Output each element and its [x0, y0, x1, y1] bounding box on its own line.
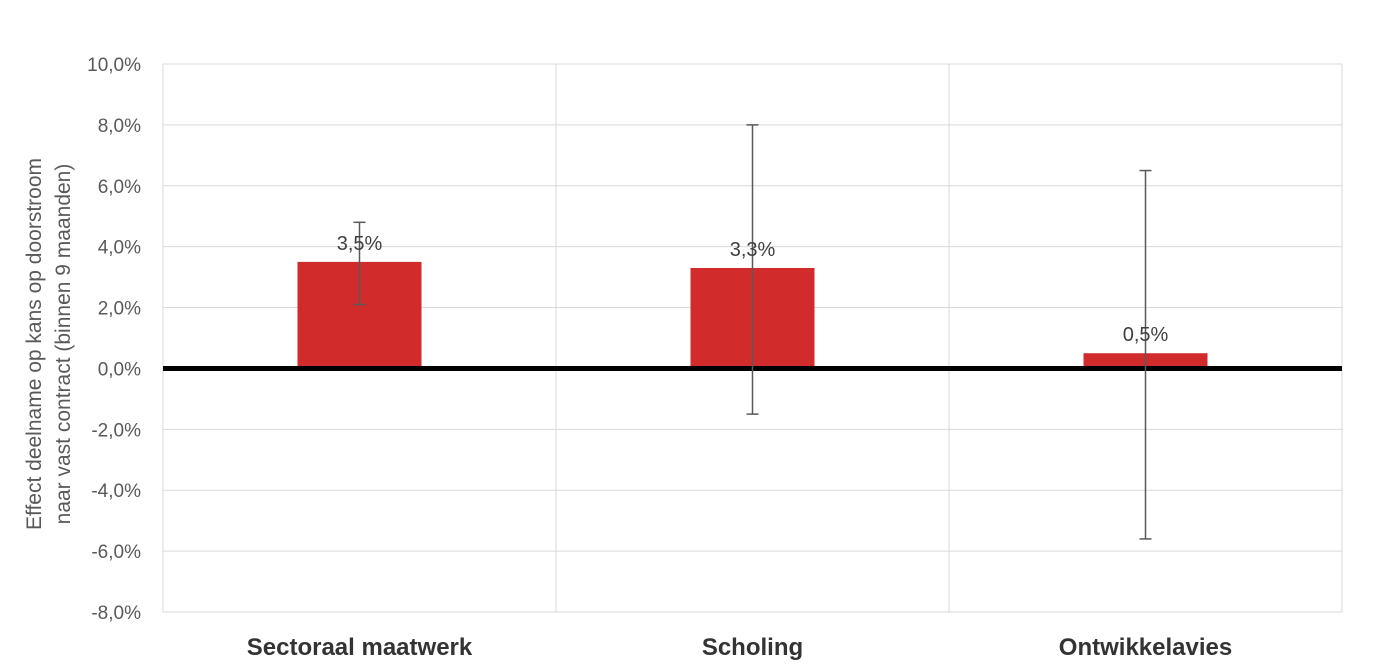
data-label-2: 0,5% [1123, 324, 1169, 346]
y-tick-label-0: 10,0% [87, 55, 141, 76]
category-label-1: Scholing [702, 634, 803, 661]
y-axis-title: Effect deelname op kans op doorstroom na… [23, 158, 75, 530]
y-tick-label-9: -8,0% [91, 603, 141, 624]
y-tick-label-8: -6,0% [91, 542, 141, 563]
data-labels: 3,5% 3,3% 0,5% [337, 233, 1169, 346]
y-tick-label-7: -4,0% [91, 481, 141, 502]
category-label-0: Sectoraal maatwerk [247, 634, 473, 661]
data-label-0: 3,5% [337, 233, 383, 255]
y-tick-label-2: 6,0% [98, 177, 141, 198]
y-tick-labels: 10,0% 8,0% 6,0% 4,0% 2,0% 0,0% -2,0% -4,0% -6,0%… [87, 55, 141, 624]
y-tick-label-5: 0,0% [98, 359, 141, 380]
category-label-2: Ontwikkelavies [1059, 634, 1232, 661]
y-axis-title-line-1: Effect deelname op kans op doorstroom [23, 158, 46, 530]
data-label-1: 3,3% [730, 239, 776, 261]
x-category-labels: Sectoraal maatwerk Scholing Ontwikkelavies [247, 634, 1232, 661]
y-tick-label-4: 2,0% [98, 299, 141, 320]
y-tick-label-1: 8,0% [98, 116, 141, 137]
y-tick-label-6: -2,0% [91, 420, 141, 441]
y-axis-title-line-2: naar vast contract (binnen 9 maanden) [52, 164, 75, 525]
error-bars [353, 124, 1152, 540]
y-tick-label-3: 4,0% [98, 238, 141, 259]
